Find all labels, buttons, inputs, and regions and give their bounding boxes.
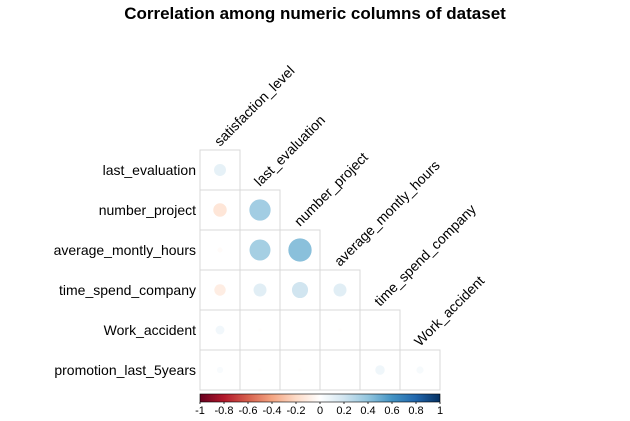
correlation-circle (253, 283, 267, 297)
colorbar-tick-label: -1 (195, 405, 205, 417)
row-labels: last_evaluation number_project average_mon… (54, 162, 197, 378)
correlation-circle (214, 164, 226, 176)
column-label: Work_accident (411, 272, 488, 349)
row-label: number_project (99, 202, 196, 218)
colorbar-tick-label: -0.6 (239, 405, 258, 417)
correlation-circle (298, 368, 302, 372)
correlation-circle (215, 325, 225, 335)
row-label: Work_accident (104, 322, 196, 338)
colorbar: -1 -0.8 -0.6 -0.4 -0.2 0 0.2 0.4 0.6 0.8 1 (195, 393, 443, 417)
row-label: promotion_last_5years (54, 362, 196, 378)
colorbar-tick-label: 0.2 (336, 405, 351, 417)
chart-title: Correlation among numeric columns of dat… (124, 4, 506, 23)
colorbar-tick-label: 0.6 (384, 405, 399, 417)
column-label: number_project (291, 149, 371, 229)
row-label: last_evaluation (103, 162, 196, 178)
circle-layer (213, 164, 424, 375)
correlation-circle (258, 368, 262, 372)
correlation-circle (217, 247, 223, 253)
row-label: time_spend_company (59, 282, 196, 298)
colorbar-tick-label: 1 (437, 405, 443, 417)
correlation-circle (333, 283, 347, 297)
colorbar-tick-label: 0.4 (360, 405, 375, 417)
correlation-circle (249, 239, 271, 261)
correlation-circle (416, 366, 424, 374)
correlation-circle (258, 328, 262, 332)
correlation-circle (213, 203, 227, 217)
correlation-circle (291, 281, 309, 299)
matrix-cell (359, 309, 401, 351)
colorbar-gradient (199, 393, 441, 403)
colorbar-tick-label: 0.8 (408, 405, 423, 417)
colorbar-tick-label: -0.2 (287, 405, 306, 417)
correlation-circle (249, 199, 271, 221)
colorbar-tick-label: 0 (317, 405, 323, 417)
correlation-circle (375, 365, 385, 375)
column-label: last_evaluation (251, 112, 328, 189)
matrix-cell (279, 309, 321, 351)
grid-layer (199, 149, 441, 391)
correlation-circle (216, 366, 224, 374)
correlation-circle (288, 238, 312, 262)
row-label: average_montly_hours (54, 242, 196, 258)
correlation-circle (214, 284, 226, 296)
matrix-cell (319, 349, 361, 391)
matrix-cell (399, 349, 441, 391)
column-label: satisfaction_level (211, 62, 298, 149)
correlation-circle (338, 328, 342, 332)
colorbar-tick-label: -0.4 (263, 405, 282, 417)
colorbar-tick-label: -0.8 (215, 405, 234, 417)
